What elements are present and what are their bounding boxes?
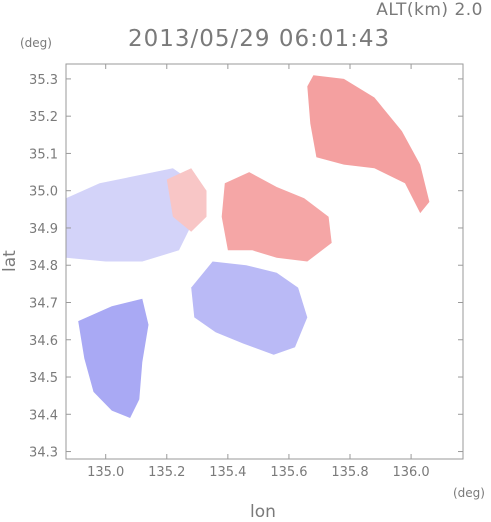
y-tick-label: 34.9 [29,222,58,237]
y-tick-label: 35.3 [29,73,58,88]
y-tick-label: 35.2 [29,110,58,125]
plot-frame [65,63,464,460]
x-tick-label: 135.0 [87,465,124,480]
region-west-north-warm [166,168,207,232]
region-northeast [307,75,430,214]
x-unit-label: (deg) [453,486,485,500]
y-ticks: 34.3 34.4 34.5 34.6 34.7 34.8 34.9 35.0 35.1 35.2… [29,73,463,461]
region-southwest [78,298,149,418]
x-tick-label: 136.0 [392,465,429,480]
y-tick-label: 35.1 [29,147,58,162]
x-ticks: 135.0 135.2 135.4 135.6 135.8 136.0 [87,64,430,480]
x-tick-label: 135.6 [270,465,307,480]
y-tick-label: 34.4 [29,408,58,423]
data-regions [66,75,430,418]
x-tick-label: 135.2 [148,465,185,480]
altitude-label: ALT(km) 2.0 [376,0,483,20]
y-tick-label: 34.6 [29,334,58,349]
x-tick-label: 135.8 [331,465,368,480]
y-tick-label: 35.0 [29,185,58,200]
region-west-north [66,168,198,262]
x-axis-label: lon [250,502,276,522]
y-tick-label: 34.5 [29,371,58,386]
y-tick-label: 34.3 [29,446,58,461]
y-tick-label: 34.8 [29,259,58,274]
y-tick-label: 34.7 [29,296,58,311]
region-central-south [191,261,308,355]
x-tick-label: 135.4 [209,465,246,480]
region-central-north [221,172,332,262]
timestamp-title: 2013/05/29 06:01:43 [128,26,391,52]
y-unit-label: (deg) [20,36,52,50]
